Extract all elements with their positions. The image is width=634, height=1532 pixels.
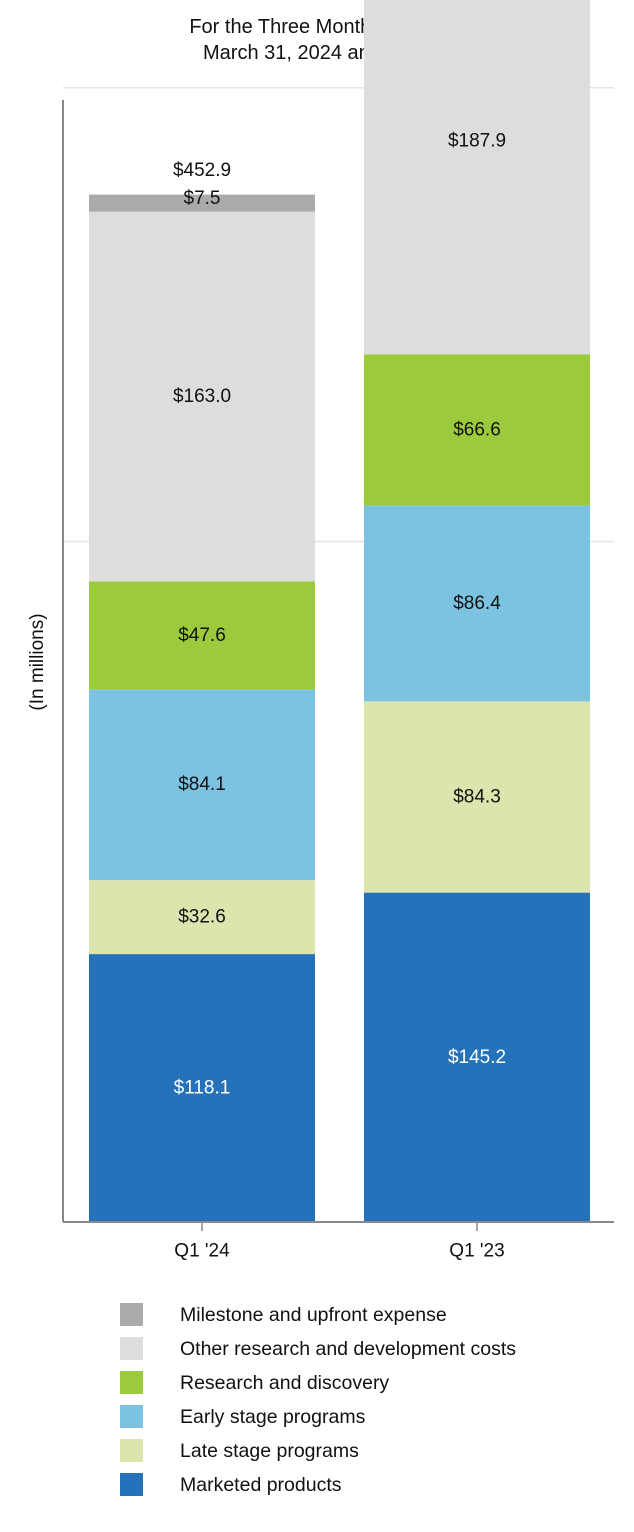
- bar-segment: [89, 689, 315, 881]
- bars: [89, 0, 590, 1222]
- segment-value-label: $84.1: [178, 774, 226, 795]
- bar-segment: [89, 211, 315, 582]
- bar-segment: [89, 954, 315, 1222]
- legend-label: Other research and development costs: [180, 1338, 517, 1360]
- legend-swatch: [120, 1439, 143, 1462]
- segment-value-label: $118.1: [174, 1078, 231, 1099]
- axes: [62, 100, 614, 1231]
- bar-segment: [364, 354, 590, 506]
- segment-value-label: $86.4: [453, 593, 501, 614]
- x-tick-label: Q1 '24: [174, 1241, 230, 1262]
- segment-value-label: $84.3: [453, 786, 501, 807]
- bar-segment: [364, 701, 590, 893]
- segment-value-label: $66.6: [453, 419, 501, 440]
- data-labels: $118.1 $32.6 $84.1 $47.6 $163.0 $7.5 $452.9 Q1 …: [173, 131, 506, 1262]
- segment-value-label: $145.2: [448, 1047, 506, 1068]
- bar-segment: [364, 0, 590, 355]
- segment-value-label: $187.9: [448, 131, 506, 152]
- segment-value-label: $32.6: [178, 907, 226, 928]
- bar-segment: [89, 581, 315, 690]
- bar-segment: [364, 505, 590, 702]
- legend-label: Late stage programs: [180, 1440, 359, 1462]
- bar-segment: [89, 880, 315, 955]
- legend-label: Marketed products: [180, 1474, 342, 1496]
- legend-label: Research and discovery: [180, 1372, 390, 1394]
- segment-value-label: $47.6: [178, 625, 226, 646]
- legend-swatch: [120, 1303, 143, 1326]
- y-axis-label: (In millions): [27, 613, 48, 710]
- legend-swatch: [120, 1405, 143, 1428]
- bar-segment: [89, 194, 315, 212]
- stacked-bar-chart: (In millions) $118.1 $32.6 $84.1 $47.6 $163.…: [27, 0, 614, 1262]
- x-tick-label: Q1 '23: [449, 1241, 504, 1262]
- legend-swatch: [120, 1371, 143, 1394]
- segment-value-label: $7.5: [184, 188, 221, 209]
- bar-segment: [364, 892, 590, 1222]
- legend-swatch: [120, 1337, 143, 1360]
- bar-total-label: $452.9: [173, 160, 231, 181]
- legend-label: Milestone and upfront expense: [180, 1304, 447, 1326]
- segment-value-label: $163.0: [173, 386, 231, 407]
- legend-label: Early stage programs: [180, 1406, 366, 1428]
- legend-swatch: [120, 1473, 143, 1496]
